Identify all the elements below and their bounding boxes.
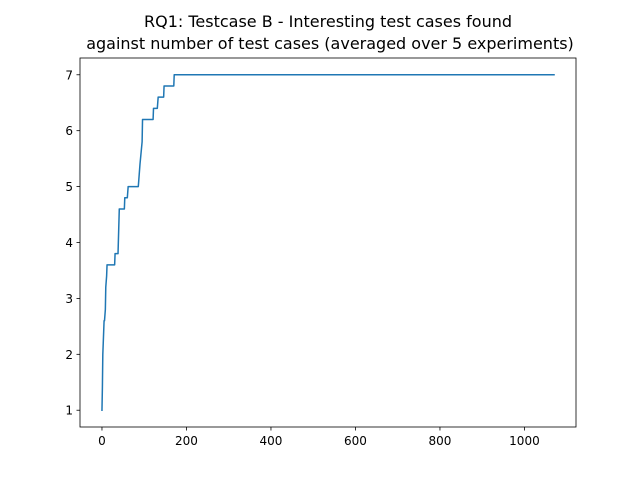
x-tick-label: 200 [175,434,198,448]
x-tick-label: 0 [98,434,106,448]
y-tick-label: 1 [65,404,73,418]
y-tick-label: 3 [65,292,73,306]
x-tick-label: 600 [344,434,367,448]
plot-area [101,74,555,411]
y-tick-label: 7 [65,68,73,82]
x-tick-label: 400 [260,434,283,448]
chart-title-line-1: RQ1: Testcase B - Interesting test cases… [144,12,512,31]
y-tick-label: 2 [65,348,73,362]
chart-title-line-2: against number of test cases (averaged o… [86,34,574,53]
x-tick-label: 800 [429,434,452,448]
x-tick-label: 1000 [509,434,540,448]
y-tick-label: 5 [65,180,73,194]
axes: 0 200 400 600 800 1000 1 2 3 4 5 6 7 [65,57,577,448]
y-tick-label: 4 [65,236,73,250]
series-line-0 [101,74,555,411]
y-tick-label: 6 [65,124,73,138]
